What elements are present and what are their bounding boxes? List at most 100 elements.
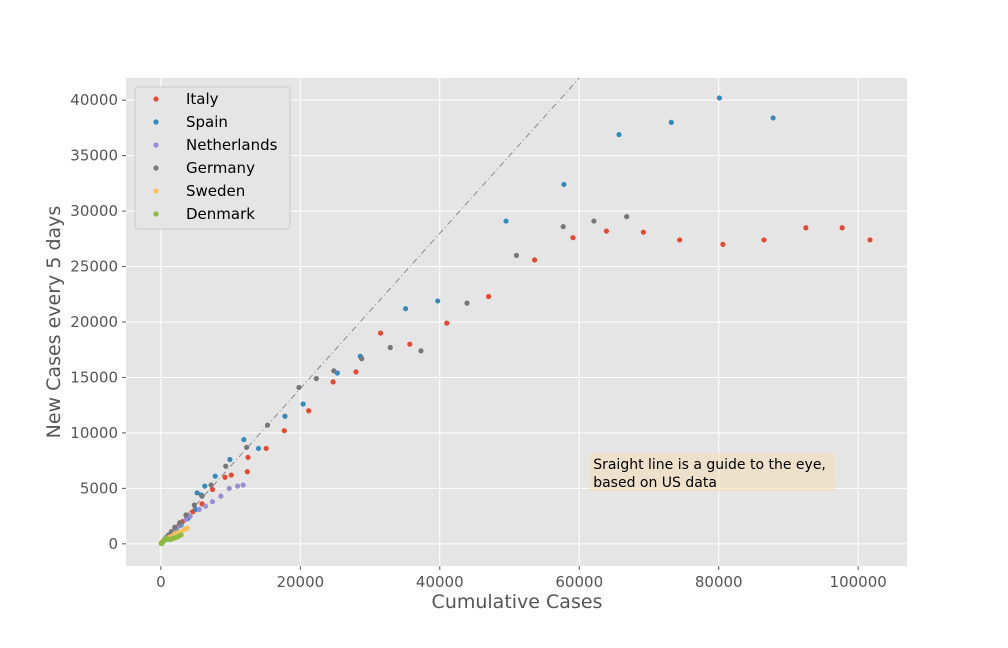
point-spain (403, 306, 409, 312)
point-spain (503, 218, 509, 224)
y-tick-label: 25000 (70, 258, 118, 276)
legend-frame (134, 86, 291, 230)
point-germany (591, 218, 597, 224)
point-germany (313, 375, 319, 382)
legend-label-italy: Italy (186, 90, 219, 108)
point-germany (359, 356, 365, 362)
data-points (158, 95, 873, 547)
point-germany (172, 524, 178, 530)
point-spain (202, 483, 208, 489)
point-germany (331, 368, 337, 374)
point-spain (282, 413, 288, 419)
point-italy (677, 237, 683, 243)
point-spain (668, 119, 674, 125)
x-tick-label: 80000 (695, 573, 743, 591)
y-tick-label: 30000 (70, 202, 118, 220)
point-italy (640, 229, 647, 235)
point-spain (435, 298, 441, 304)
x-axis-ticks: 0 20000 40000 60000 80000 100000 (156, 566, 887, 591)
point-germany (387, 344, 393, 351)
y-axis-ticks: 0 5000 10000 15000 20000 25000 30000 35000 40000 (70, 91, 126, 553)
point-germany (244, 444, 250, 450)
point-italy (867, 237, 873, 243)
annotation-box: Sraight line is a guide to the eye, based… (589, 453, 836, 492)
guide-line (160, 77, 580, 545)
point-italy (444, 320, 450, 326)
point-italy (407, 341, 413, 347)
annotation-box-bg (589, 453, 836, 492)
y-tick-label: 35000 (70, 147, 118, 165)
point-netherlands (209, 499, 216, 505)
point-germany (560, 224, 566, 230)
point-spain (241, 436, 247, 443)
y-tick-label: 15000 (70, 368, 118, 386)
legend-marker-netherlands (153, 142, 159, 148)
legend: Italy Spain Netherlands Germany Sweden Denmar… (134, 86, 291, 230)
point-italy (222, 474, 228, 480)
y-tick-label: 10000 (70, 424, 118, 442)
point-spain (212, 473, 218, 479)
point-italy (263, 445, 269, 452)
y-tick-label: 5000 (80, 479, 118, 497)
point-italy (532, 257, 538, 263)
point-spain (561, 181, 567, 188)
point-italy (720, 241, 726, 247)
point-germany (513, 252, 520, 259)
legend-marker-sweden (153, 188, 159, 194)
point-netherlands (240, 482, 246, 488)
point-spain (194, 490, 200, 496)
point-sweden (184, 525, 190, 531)
point-netherlands (202, 503, 209, 509)
point-germany (624, 214, 630, 220)
point-germany (223, 463, 229, 469)
point-italy (228, 472, 234, 478)
legend-marker-spain (153, 119, 159, 125)
point-germany (418, 348, 424, 354)
legend-marker-italy (153, 96, 159, 102)
point-germany (208, 482, 214, 488)
guide-line-group (160, 77, 580, 545)
point-germany (464, 300, 470, 306)
point-italy (486, 293, 492, 300)
point-italy (244, 469, 250, 475)
point-spain (716, 95, 723, 101)
point-netherlands (187, 513, 193, 519)
legend-label-spain: Spain (186, 113, 228, 131)
point-netherlands (183, 516, 189, 523)
annotation-text: based on US data (593, 475, 717, 491)
legend-label-netherlands: Netherlands (186, 136, 278, 154)
point-netherlands (196, 506, 202, 513)
point-italy (245, 454, 251, 460)
point-germany (183, 512, 189, 518)
y-tick-label: 40000 (70, 91, 118, 109)
point-italy (603, 228, 610, 234)
point-germany (191, 502, 197, 508)
x-tick-label: 60000 (555, 573, 603, 591)
x-axis-label: Cumulative Cases (432, 591, 603, 613)
point-spain (616, 131, 622, 138)
point-spain (770, 115, 776, 121)
point-italy (209, 486, 216, 493)
x-tick-label: 100000 (830, 573, 887, 591)
legend-marker-denmark (153, 211, 159, 217)
grid-lines (126, 78, 907, 566)
point-italy (330, 379, 336, 385)
y-tick-label: 20000 (70, 313, 118, 331)
point-italy (570, 235, 576, 241)
point-netherlands (218, 493, 224, 499)
y-axis-label: New Cases every 5 days (43, 206, 65, 439)
point-italy (377, 330, 384, 336)
legend-label-germany: Germany (186, 159, 255, 177)
x-tick-label: 40000 (416, 573, 464, 591)
point-spain (227, 456, 233, 463)
point-italy (306, 408, 312, 414)
point-denmark (178, 532, 184, 538)
legend-label-sweden: Sweden (186, 182, 245, 200)
legend-marker-germany (153, 165, 159, 171)
x-tick-label: 20000 (276, 573, 324, 591)
point-germany (177, 520, 183, 526)
point-italy (839, 225, 845, 231)
annotation-text: Sraight line is a guide to the eye, (593, 457, 826, 473)
y-tick-label: 0 (108, 535, 118, 553)
